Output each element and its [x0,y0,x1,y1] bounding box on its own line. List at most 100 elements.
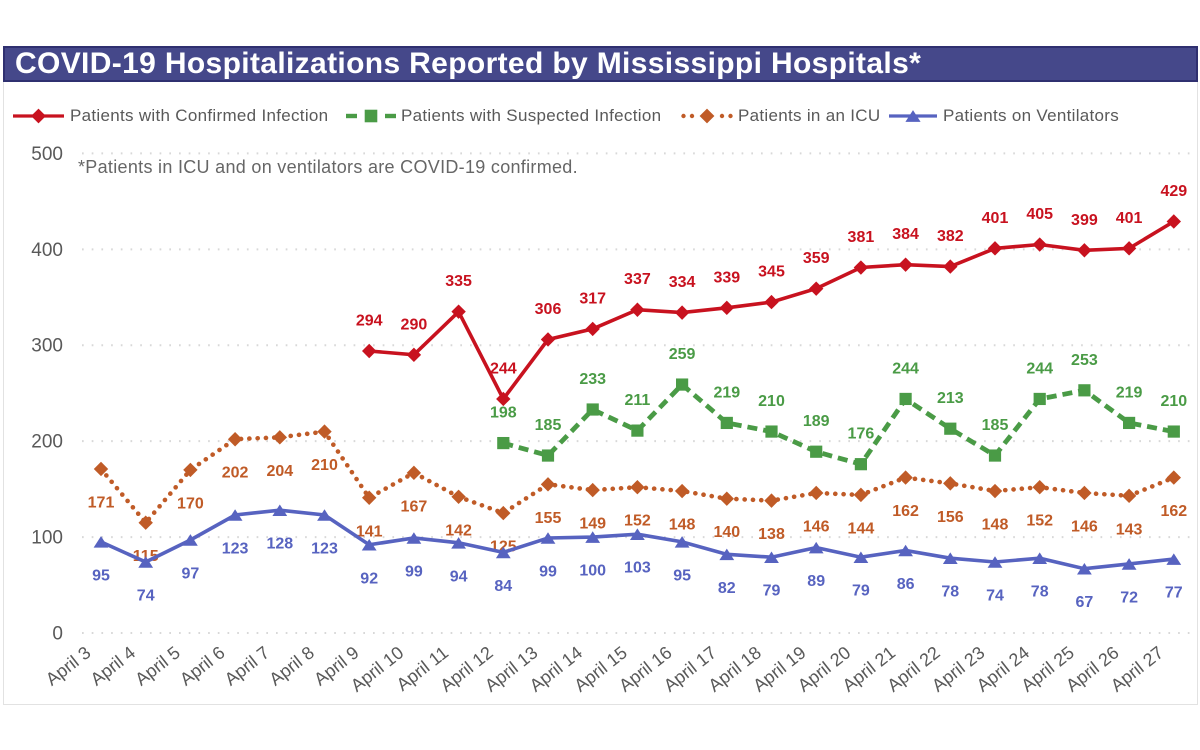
y-tick-label: 0 [52,624,63,645]
data-label-ventilators: 100 [579,563,606,580]
marker-suspected [765,425,778,438]
data-label-ventilators: 74 [137,588,155,605]
data-label-suspected: 185 [535,417,562,434]
marker-suspected [1123,416,1136,430]
series-ventilators [93,504,1182,575]
data-label-confirmed: 401 [982,210,1009,227]
data-label-icu: 140 [713,524,740,541]
data-label-ventilators: 78 [941,584,959,601]
marker-ventilators [898,544,913,557]
marker-suspected [631,424,644,437]
data-label-suspected: 219 [713,384,740,401]
marker-ventilators [719,548,735,561]
marker-ventilators [183,534,198,546]
data-label-ventilators: 78 [1031,584,1049,601]
marker-ventilators [317,509,332,521]
data-label-confirmed: 339 [713,269,740,286]
data-label-icu: 149 [579,516,606,533]
legend-item-ventilators: Patients on Ventilators [888,106,1119,125]
marker-confirmed [496,391,511,407]
data-label-ventilators: 99 [405,564,423,581]
marker-suspected [541,449,555,462]
series-icu [93,424,1181,530]
marker-icu [317,424,332,439]
data-label-ventilators: 74 [986,588,1004,605]
series-suspected [497,378,1180,471]
marker-ventilators [942,552,958,564]
marker-ventilators [853,551,869,563]
data-label-confirmed: 345 [758,264,785,281]
data-label-suspected: 213 [937,390,964,407]
marker-suspected [854,458,867,471]
data-label-confirmed: 290 [401,316,428,333]
data-label-ventilators: 97 [182,565,200,582]
icu-legend-marker-icon [681,108,733,124]
y-axis-tick-labels: 0 100 200 300 400 500 [31,144,63,645]
legend-item-confirmed: Patients with Confirmed Infection [12,106,329,125]
marker-suspected [899,392,912,406]
data-label-ventilators: 77 [1165,585,1183,602]
marker-icu [630,480,645,495]
x-tick-label: April 6 [176,642,229,689]
data-labels: 294 290 335 244 306 317 337 334 339 345 359 381 384 3… [88,183,1188,611]
marker-icu [451,489,466,504]
marker-ventilators [93,536,109,548]
legend-item-label: Patients with Confirmed Infection [70,106,329,125]
data-label-confirmed: 382 [937,228,964,245]
data-label-confirmed: 335 [445,273,472,290]
data-label-icu: 210 [311,457,338,474]
marker-suspected [586,403,599,416]
data-label-ventilators: 79 [852,583,870,600]
data-label-confirmed: 317 [579,290,606,307]
marker-confirmed [898,257,913,272]
chart-title-bar: COVID-19 Hospitalizations Reported by Mi… [3,46,1198,82]
data-label-icu: 146 [1071,518,1098,535]
y-tick-label: 100 [31,528,63,549]
data-label-ventilators: 94 [450,568,468,585]
marker-icu [898,470,913,485]
marker-ventilators [808,541,824,554]
marker-icu [674,483,690,499]
marker-confirmed [585,321,600,337]
marker-icu [362,490,377,505]
marker-icu [183,462,198,478]
marker-icu [540,477,556,492]
data-label-ventilators: 95 [92,567,110,584]
marker-icu [987,483,1003,499]
chart-panel [3,46,1198,705]
marker-icu [1032,480,1047,495]
data-label-suspected: 244 [892,360,919,377]
marker-icu [853,487,869,503]
marker-suspected [944,422,957,435]
data-label-ventilators: 72 [1120,589,1138,606]
marker-ventilators [630,528,645,540]
ventilators-legend-marker-icon [889,110,937,122]
data-label-confirmed: 334 [669,274,696,291]
data-label-suspected: 198 [490,405,517,422]
marker-confirmed [1121,241,1137,256]
marker-icu [93,461,109,477]
confirmed-legend-marker-icon [13,108,64,124]
marker-ventilators [540,532,556,544]
marker-confirmed [1166,214,1181,229]
y-tick-label: 500 [31,144,63,165]
marker-ventilators [227,509,243,521]
data-label-icu: 143 [1116,521,1143,538]
data-label-suspected: 185 [982,417,1009,434]
marker-ventilators [406,532,422,544]
data-label-confirmed: 381 [848,229,875,246]
x-tick-label: April 7 [221,642,274,689]
data-label-ventilators: 89 [807,573,825,590]
legend-item-label: Patients in an ICU [738,106,881,125]
data-label-confirmed: 337 [624,271,651,288]
marker-ventilators [674,536,690,548]
marker-confirmed [406,347,422,363]
marker-ventilators [987,556,1003,568]
marker-icu [943,476,958,491]
marker-ventilators [1166,553,1182,565]
marker-icu [764,493,779,508]
legend-item-label: Patients with Suspected Infection [401,106,662,125]
marker-confirmed [987,241,1003,256]
